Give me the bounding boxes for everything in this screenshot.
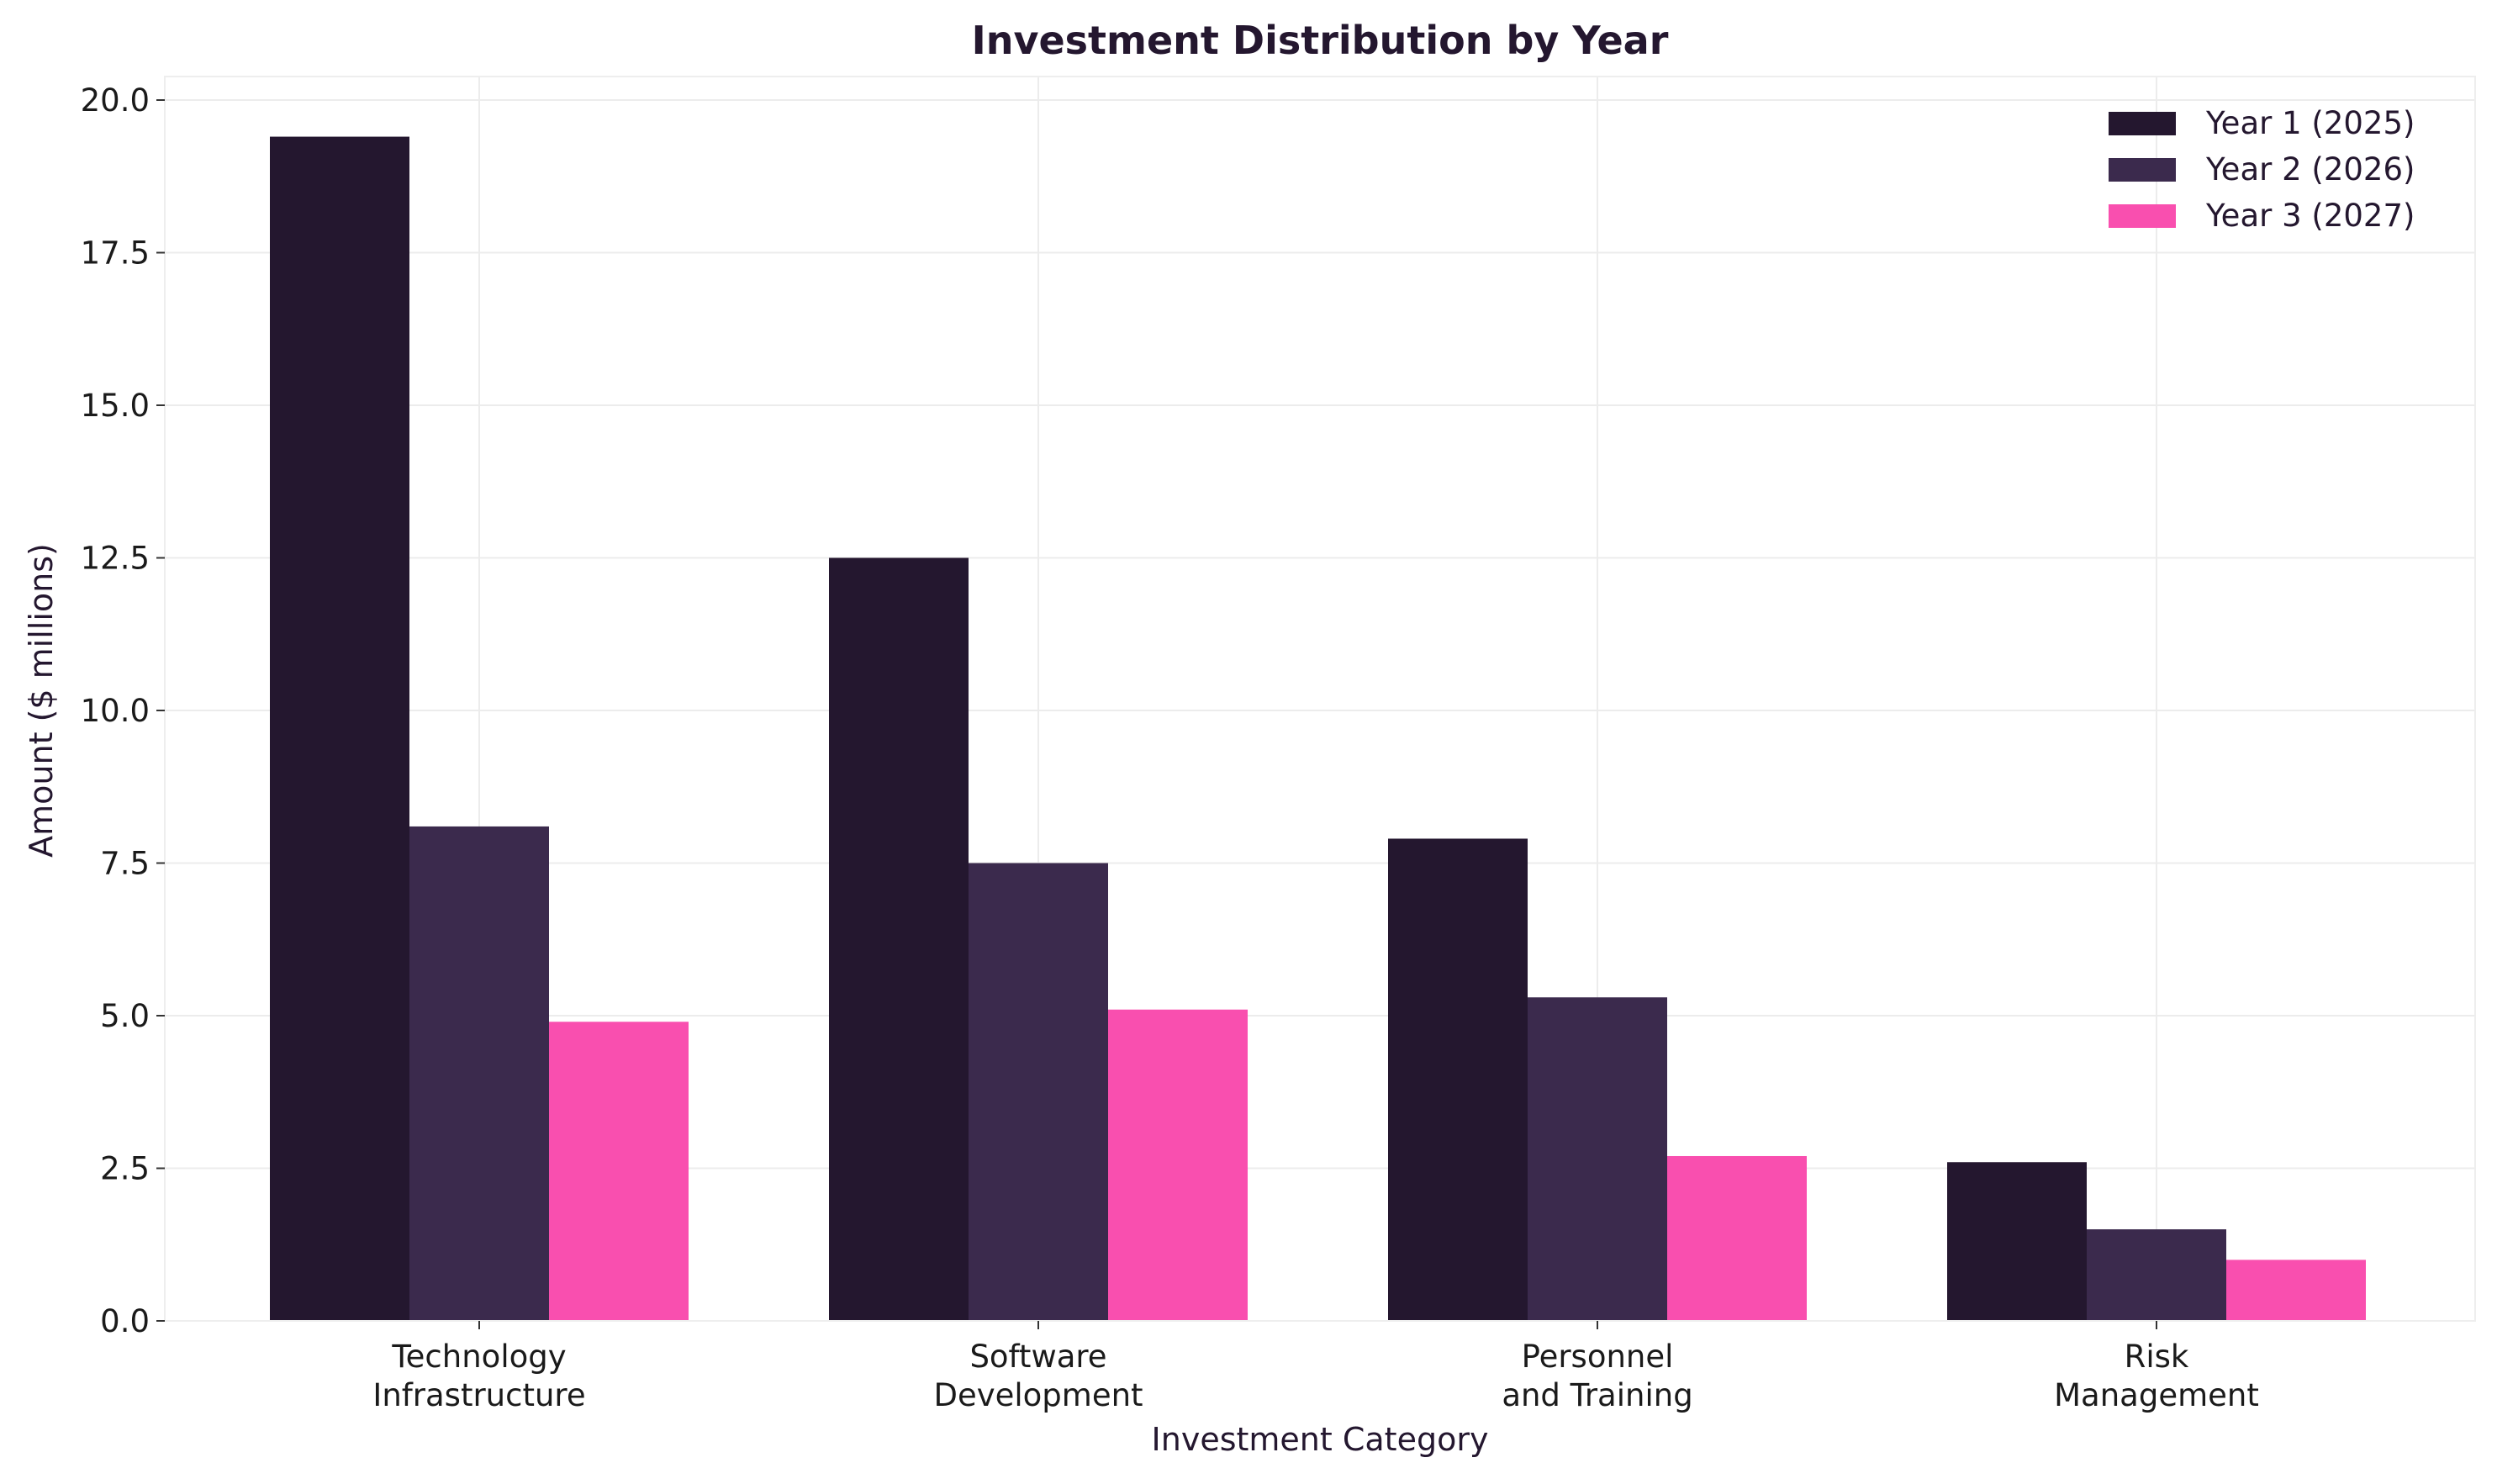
y-tick-label-6: 15.0 xyxy=(81,388,150,424)
legend-label-1: Year 1 (2025) xyxy=(2205,105,2415,141)
bar-series3-category4 xyxy=(2226,1260,2366,1321)
legend-label-3: Year 3 (2027) xyxy=(2205,198,2415,234)
legend: Year 1 (2025) Year 2 (2026) Year 3 (2027) xyxy=(2109,105,2415,234)
bar-series2-category1 xyxy=(409,826,549,1321)
x-tick-label-line: and Training xyxy=(1502,1377,1692,1413)
y-tick-label-5: 12.5 xyxy=(81,541,150,577)
bar-series1-category2 xyxy=(829,557,969,1321)
plot-frame xyxy=(164,76,2476,1322)
bar-series3-category2 xyxy=(1108,1009,1248,1321)
x-tick-label-line: Software xyxy=(969,1339,1106,1375)
x-axis-label: Investment Category xyxy=(1152,1421,1489,1458)
bar-series1-category1 xyxy=(270,136,409,1321)
bars xyxy=(270,136,2366,1321)
y-tick-label-3: 7.5 xyxy=(100,846,150,882)
x-tick-label-line: Management xyxy=(2054,1377,2259,1413)
bar-series3-category1 xyxy=(549,1022,689,1321)
y-tick-label-4: 10.0 xyxy=(81,693,150,729)
legend-swatch-3 xyxy=(2109,204,2176,228)
x-tick-label-line: Personnel xyxy=(1522,1339,1674,1375)
x-tick-label-1: Software Development xyxy=(933,1339,1143,1413)
x-tick-label-line: Development xyxy=(933,1377,1143,1413)
y-tick-label-8: 20.0 xyxy=(81,82,150,119)
bar-series1-category3 xyxy=(1388,838,1528,1321)
x-tick-label-line: Infrastructure xyxy=(372,1377,585,1413)
x-tick-label-0: Technology Infrastructure xyxy=(372,1339,585,1413)
y-tick-label-2: 5.0 xyxy=(100,998,150,1034)
x-tick-label-2: Personnel and Training xyxy=(1502,1339,1692,1413)
chart-title: Investment Distribution by Year xyxy=(972,18,1669,63)
grid-lines xyxy=(165,77,2475,1322)
x-axis-ticks: Technology Infrastructure Software Developm… xyxy=(372,1321,2259,1413)
x-tick-label-line: Risk xyxy=(2125,1339,2189,1375)
x-tick-label-3: Risk Management xyxy=(2054,1339,2259,1413)
y-tick-label-0: 0.0 xyxy=(100,1303,150,1339)
bar-series2-category3 xyxy=(1528,997,1667,1321)
bar-series2-category4 xyxy=(2087,1229,2226,1321)
bar-series1-category4 xyxy=(1947,1162,2087,1321)
bar-series3-category3 xyxy=(1667,1155,1807,1321)
legend-label-2: Year 2 (2026) xyxy=(2205,151,2415,187)
y-axis-ticks: 0.0 2.5 5.0 7.5 10.0 12.5 15.0 17.5 20.0 xyxy=(81,82,165,1339)
y-tick-label-7: 17.5 xyxy=(81,235,150,272)
bar-series2-category2 xyxy=(969,863,1108,1321)
legend-swatch-1 xyxy=(2109,112,2176,135)
x-tick-label-line: Technology xyxy=(391,1339,566,1375)
y-axis-label: Amount ($ millions) xyxy=(23,543,60,858)
y-tick-label-1: 2.5 xyxy=(100,1151,150,1187)
legend-swatch-2 xyxy=(2109,158,2176,182)
